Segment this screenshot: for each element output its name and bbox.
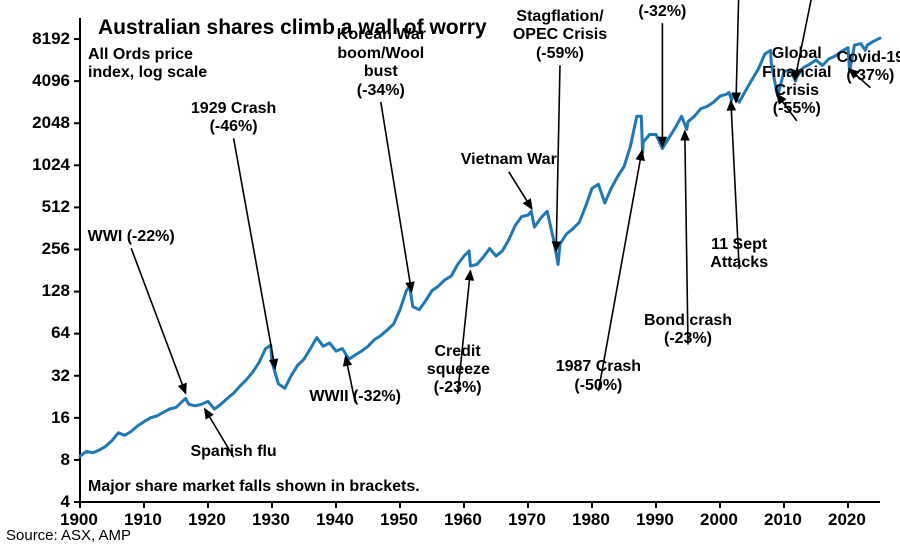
x-tick-label: 1980 [572,510,610,530]
x-tick-label: 1900 [60,510,98,530]
y-tick-label: 2048 [32,113,70,133]
y-tick-label: 256 [42,239,70,259]
x-tick-label: 1930 [252,510,290,530]
y-tick-label: 32 [51,366,70,386]
chart-subtitle: All Ords price index, log scale [88,46,207,83]
y-tick-label: 4096 [32,71,70,91]
x-tick-label: 2000 [700,510,738,530]
y-tick-label: 4 [61,492,70,512]
x-tick-label: 2010 [764,510,802,530]
x-tick-label: 1940 [316,510,354,530]
x-tick-label: 1960 [444,510,482,530]
x-tick-label: 1910 [124,510,162,530]
y-tick-label: 8 [61,450,70,470]
y-tick-label: 512 [42,197,70,217]
x-tick-label: 1950 [380,510,418,530]
chart-title: Australian shares climb a wall of worry [98,16,487,40]
y-tick-label: 16 [51,408,70,428]
chart-frame: Australian shares climb a wall of worry … [0,0,900,547]
y-tick-label: 1024 [32,155,70,175]
y-tick-label: 64 [51,323,70,343]
chart-footnote: Major share market falls shown in bracke… [88,478,420,496]
y-tick-label: 8192 [32,29,70,49]
y-tick-label: 128 [42,281,70,301]
x-tick-label: 1990 [636,510,674,530]
x-tick-label: 1970 [508,510,546,530]
x-tick-label: 2020 [828,510,866,530]
x-tick-label: 1920 [188,510,226,530]
